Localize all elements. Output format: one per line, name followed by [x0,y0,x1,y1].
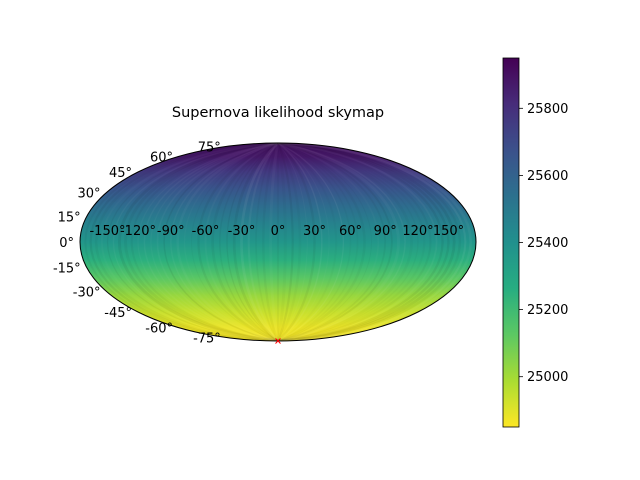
chart-title: Supernova likelihood skymap [172,105,384,121]
colorbar-tick-label: 25400 [527,236,568,251]
texture-streak [277,143,450,341]
texture-streak [277,143,467,341]
texture-streak [277,143,316,341]
map-area [79,142,477,342]
latitude-tick-label: 45° [109,166,132,181]
texture-streak [277,143,444,341]
texture-streak [163,143,279,341]
colorbar-tick-label: 25800 [527,102,568,117]
texture-streak [89,143,279,341]
latitude-tick-labels: 75° 60° 45° 30° 15° 0° -15° -30°-45° -60° -75° [53,140,221,346]
texture-streak [276,143,294,341]
longitude-tick-label: 120° [402,224,433,239]
latitude-tick-label: -45° [104,306,132,321]
colorbar-ticks: 25000 25200 25400 25600 25800 [519,102,568,385]
colorbar-tick-label: 25200 [527,303,568,318]
texture-streak [232,143,279,341]
longitude-tick-label: 150° [433,224,464,239]
markers [275,338,281,344]
longitude-tick-label: 0° [271,224,286,239]
longitude-tick-label: 30° [303,224,326,239]
colorbar-tick-label: 25000 [527,370,568,385]
longitude-tick-label: 60° [339,224,362,239]
texture-streak [106,143,279,341]
texture-streak [277,143,406,341]
colorbar-gradient-bar [502,57,520,428]
longitude-tick-label: -30° [228,224,256,239]
texture-streak [277,143,438,341]
latitude-tick-label: -30° [73,286,101,301]
texture-streak [277,143,323,341]
latitude-tick-label: 75° [198,140,221,155]
red-x-marker [275,338,281,344]
texture-streak [277,143,393,341]
texture-streak [277,143,473,341]
latitude-tick-label: 15° [58,210,81,225]
latitude-tick-label: 0° [59,236,74,251]
longitude-tick-label: -120° [120,224,156,239]
texture-streak [247,143,279,341]
colorbar-tick-label: 25600 [527,169,568,184]
longitude-tick-labels: -150°-120° -90° -60° -30° 0° 30° 60° 90° 120° 150… [89,224,464,239]
texture-streak [240,143,279,341]
longitude-tick-label: -150° [89,224,125,239]
texture-streak [197,143,279,341]
texture-streak [277,143,462,341]
sky-texture [80,143,473,341]
texture-streak [117,143,279,341]
latitude-tick-label: 30° [77,187,100,202]
latitude-tick-label: -60° [145,322,173,337]
longitude-tick-label: -90° [157,224,185,239]
sky-fill [80,143,476,341]
texture-streak [226,143,279,341]
longitude-tick-label: 90° [374,224,397,239]
latitude-tick-label: 60° [150,150,173,165]
texture-streak [277,143,456,341]
latitude-tick-label: -15° [53,262,81,277]
longitude-tick-label: -60° [192,224,220,239]
latitude-tick-label: -75° [193,332,221,347]
texture-streak [277,143,345,341]
colorbar: 25000 25200 25400 25600 25800 [502,57,568,428]
